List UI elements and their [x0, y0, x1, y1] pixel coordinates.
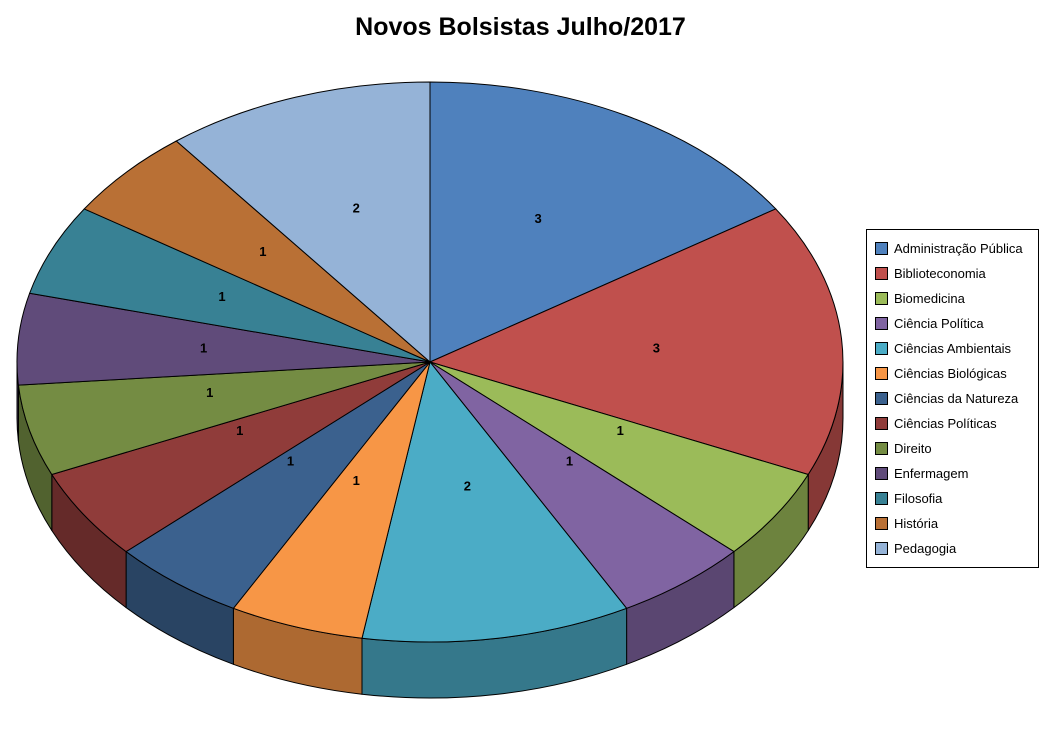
pie-slice: [429, 208, 844, 475]
pie-slice: [232, 361, 431, 639]
legend-swatch: [875, 542, 888, 555]
legend-label: Pedagogia: [894, 541, 957, 556]
legend-swatch: [875, 517, 888, 530]
legend-swatch: [875, 492, 888, 505]
data-label: 3: [653, 341, 660, 356]
pie-slice: [29, 208, 431, 363]
legend-item: Pedagogia: [871, 536, 1034, 561]
legend-item: Direito: [871, 436, 1034, 461]
legend-swatch: [875, 267, 888, 280]
data-label: 1: [259, 244, 266, 259]
legend-label: Administração Pública: [894, 241, 1023, 256]
legend-swatch: [875, 392, 888, 405]
legend: Administração Pública Biblioteconomia Biom…: [866, 229, 1039, 568]
legend-item: Enfermagem: [871, 461, 1034, 486]
data-label: 1: [206, 385, 213, 400]
pie-slice: [51, 361, 431, 553]
data-label: 3: [534, 211, 541, 226]
legend-item: Biblioteconomia: [871, 261, 1034, 286]
legend-label: Ciências Ambientais: [894, 341, 1012, 356]
legend-label: Enfermagem: [894, 466, 969, 481]
data-label: 1: [218, 289, 225, 304]
pie-slice: [16, 292, 431, 386]
data-label: 1: [287, 453, 294, 468]
legend-swatch: [875, 417, 888, 430]
legend-label: Biomedicina: [894, 291, 965, 306]
legend-swatch: [875, 317, 888, 330]
data-label: 1: [353, 473, 360, 488]
legend-label: Filosofia: [894, 491, 943, 506]
pie-slice: [83, 140, 431, 363]
legend-item: História: [871, 511, 1034, 536]
pie-slice: [175, 81, 431, 363]
legend-item: Biomedicina: [871, 286, 1034, 311]
legend-swatch: [875, 292, 888, 305]
data-label: 2: [464, 478, 471, 493]
chart-title: Novos Bolsistas Julho/2017: [355, 13, 686, 41]
legend-swatch: [875, 342, 888, 355]
legend-item: Ciências da Natureza: [871, 386, 1034, 411]
legend-label: Biblioteconomia: [894, 266, 986, 281]
data-label: 1: [617, 423, 624, 438]
pie-slice: [429, 361, 735, 609]
legend-label: História: [894, 516, 939, 531]
data-label: 2: [353, 200, 360, 215]
legend-label: Ciências Políticas: [894, 416, 997, 431]
legend-item: Filosofia: [871, 486, 1034, 511]
data-label: 1: [200, 341, 207, 356]
legend-label: Ciências da Natureza: [894, 391, 1019, 406]
legend-item: Ciências Políticas: [871, 411, 1034, 436]
legend-label: Direito: [894, 441, 932, 456]
legend-swatch: [875, 467, 888, 480]
legend-swatch: [875, 242, 888, 255]
legend-item: Ciências Biológicas: [871, 361, 1034, 386]
pie-slice: [125, 361, 431, 609]
pie-slice: [17, 361, 431, 475]
pie-slice: [361, 361, 628, 643]
legend-swatch: [875, 367, 888, 380]
legend-label: Ciências Biológicas: [894, 366, 1007, 381]
legend-item: Ciências Ambientais: [871, 336, 1034, 361]
pie-slice: [429, 361, 809, 553]
legend-swatch: [875, 442, 888, 455]
data-label: 1: [236, 423, 243, 438]
legend-label: Ciência Política: [894, 316, 984, 331]
data-label: 1: [566, 453, 573, 468]
pie-slice: [429, 81, 777, 363]
legend-item: Administração Pública: [871, 236, 1034, 261]
legend-item: Ciência Política: [871, 311, 1034, 336]
